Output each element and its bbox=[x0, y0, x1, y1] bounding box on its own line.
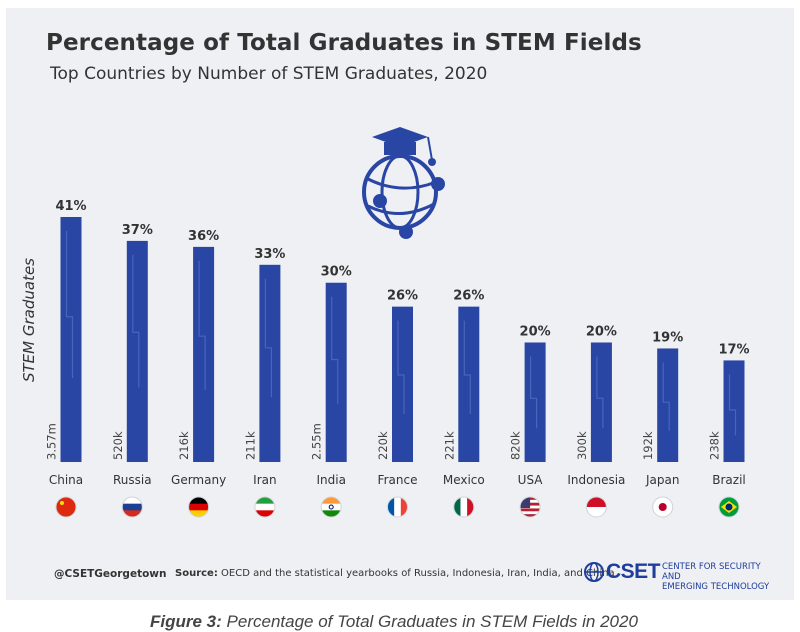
cset-logo-icon bbox=[584, 562, 604, 582]
category-label: Germany bbox=[171, 473, 226, 487]
category-label: Brazil bbox=[712, 473, 746, 487]
source-note: Source: OECD and the statistical yearboo… bbox=[175, 568, 615, 579]
cset-tagline: CENTER for SECURITY and EMERGING TECHNOL… bbox=[662, 562, 782, 592]
category-label: Japan bbox=[645, 473, 679, 487]
category-label: Russia bbox=[113, 473, 152, 487]
bar-germany bbox=[193, 246, 215, 462]
cset-tagline-line-1: CENTER for SECURITY and bbox=[662, 562, 761, 582]
value-label: 36% bbox=[188, 229, 219, 244]
graduate-count-label: 820k bbox=[509, 431, 523, 460]
graduate-count-label: 300k bbox=[575, 431, 589, 460]
value-label: 33% bbox=[254, 247, 285, 262]
value-label: 30% bbox=[321, 265, 352, 280]
figure-caption-label: Figure 3: bbox=[150, 612, 222, 631]
source-text: OECD and the statistical yearbooks of Ru… bbox=[221, 568, 615, 579]
iran-flag-icon bbox=[254, 496, 276, 518]
bar-china bbox=[60, 217, 82, 462]
bar-pattern bbox=[264, 278, 272, 398]
graduate-count-label: 221k bbox=[442, 431, 456, 460]
bar-pattern bbox=[65, 231, 74, 378]
japan-flag-icon bbox=[652, 496, 674, 518]
bar-russia bbox=[126, 240, 148, 462]
graduate-count-label: 220k bbox=[376, 431, 390, 460]
category-label: France bbox=[378, 473, 418, 487]
bar-indonesia bbox=[590, 342, 612, 462]
bar-pattern bbox=[463, 320, 471, 414]
bar-pattern bbox=[662, 362, 670, 431]
chart-title: Percentage of Total Graduates in STEM Fi… bbox=[46, 30, 642, 56]
category-label: USA bbox=[518, 473, 544, 487]
bar-pattern bbox=[397, 320, 405, 414]
value-label: 41% bbox=[55, 199, 86, 214]
value-label: 17% bbox=[718, 342, 749, 357]
value-label: 37% bbox=[122, 223, 153, 238]
russia-flag-icon bbox=[121, 496, 143, 518]
france-flag-icon bbox=[387, 496, 408, 518]
usa-flag-icon bbox=[519, 496, 541, 518]
bar-iran bbox=[259, 264, 281, 462]
bar-india bbox=[325, 282, 347, 462]
graduate-count-label: 520k bbox=[111, 431, 125, 460]
category-label: China bbox=[49, 473, 83, 487]
bar-pattern bbox=[331, 296, 339, 405]
figure-caption: Figure 3: Percentage of Total Graduates … bbox=[150, 612, 638, 632]
category-label: Iran bbox=[253, 473, 276, 487]
bar-pattern bbox=[596, 356, 604, 429]
value-label: 26% bbox=[453, 289, 484, 304]
bar-japan bbox=[657, 348, 679, 462]
twitter-handle: @CSETGeorgetown bbox=[54, 568, 167, 580]
category-label: Indonesia bbox=[567, 473, 625, 487]
graduate-count-label: 216k bbox=[177, 431, 191, 460]
indonesia-flag-icon bbox=[585, 496, 607, 518]
china-flag-icon bbox=[55, 496, 77, 518]
bar-france bbox=[392, 306, 413, 462]
graduate-count-label: 192k bbox=[641, 431, 655, 460]
chart-subtitle: Top Countries by Number of STEM Graduate… bbox=[50, 64, 488, 84]
bar-mexico bbox=[458, 306, 480, 462]
cset-tagline-line-2: EMERGING TECHNOLOGY bbox=[662, 582, 770, 592]
value-label: 19% bbox=[652, 330, 683, 345]
source-label: Source: bbox=[175, 568, 218, 579]
brazil-flag-icon bbox=[718, 496, 740, 518]
value-label: 20% bbox=[586, 324, 617, 339]
bar-usa bbox=[524, 342, 546, 462]
graduation-globe-icon bbox=[362, 127, 445, 239]
bar-brazil bbox=[723, 360, 745, 462]
bar-pattern bbox=[132, 254, 140, 388]
germany-flag-icon bbox=[188, 496, 210, 518]
bar-pattern bbox=[198, 260, 206, 390]
cset-wordmark: CSET bbox=[606, 560, 661, 583]
cset-logo: CSET CENTER for SECURITY and EMERGING TE… bbox=[584, 560, 774, 592]
india-flag-icon bbox=[320, 496, 342, 518]
bar-pattern bbox=[530, 356, 538, 429]
figure-caption-text: Percentage of Total Graduates in STEM Fi… bbox=[226, 612, 638, 631]
category-label: Mexico bbox=[443, 473, 485, 487]
value-label: 26% bbox=[387, 289, 418, 304]
mexico-flag-icon bbox=[453, 496, 475, 518]
category-label: India bbox=[316, 473, 345, 487]
graduate-count-label: 211k bbox=[243, 431, 257, 460]
graduate-count-label: 3.57m bbox=[45, 423, 59, 460]
bar-pattern bbox=[728, 374, 737, 436]
value-label: 20% bbox=[520, 324, 551, 339]
graduate-count-label: 238k bbox=[708, 431, 722, 460]
graduate-count-label: 2.55m bbox=[310, 423, 324, 460]
